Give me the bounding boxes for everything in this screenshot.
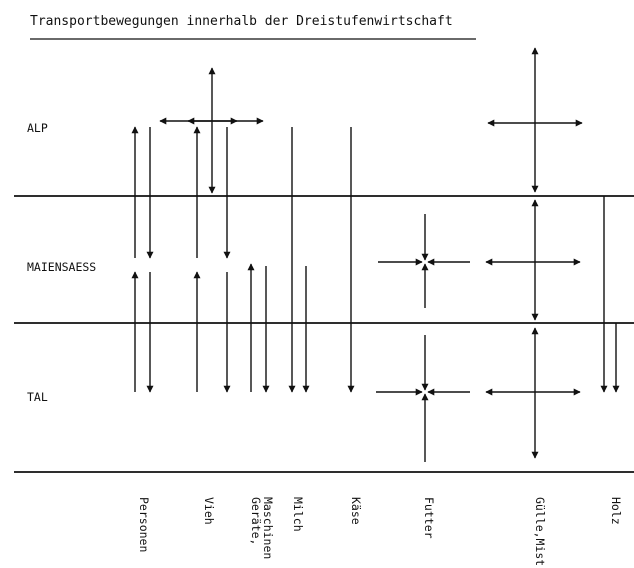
column-label-milch: Milch: [291, 497, 305, 532]
column-label-futter-line: Futter: [422, 497, 436, 539]
zone-label-alp: ALP: [27, 121, 48, 135]
column-guelle-arrows: [485, 47, 583, 459]
column-label-vieh-line: Vieh: [202, 497, 216, 525]
column-vieh-arrows: [159, 67, 264, 393]
column-label-kaese: Käse: [349, 497, 363, 525]
column-label-geraete-line-2: Maschinen: [261, 497, 275, 559]
column-holz-arrows: [600, 196, 620, 393]
column-label-personen: Personen: [137, 497, 151, 552]
column-personen-arrows: [131, 126, 154, 393]
column-label-geraete-line-1: Geräte,: [249, 497, 263, 545]
column-label-holz: Holz: [609, 497, 623, 525]
column-label-holz-line: Holz: [609, 497, 623, 525]
column-milch-arrows: [288, 127, 310, 393]
zone-label-maiensaess: MAIENSAESS: [27, 260, 96, 274]
column-label-guelle: Gülle,Mist: [533, 497, 547, 566]
column-label-kaese-line: Käse: [349, 497, 363, 525]
column-geraete-arrows: [247, 263, 270, 393]
diagram-title: Transportbewegungen innerhalb der Dreist…: [30, 14, 453, 29]
column-label-milch-line: Milch: [291, 497, 305, 532]
column-label-futter: Futter: [422, 497, 436, 539]
column-futter-arrows: [376, 214, 470, 462]
column-label-vieh: Vieh: [202, 497, 216, 525]
column-label-personen-line: Personen: [137, 497, 151, 552]
column-label-guelle-line: Gülle,Mist: [533, 497, 547, 566]
column-label-geraete: Geräte,Maschinen: [249, 497, 275, 559]
zone-label-tal: TAL: [27, 390, 48, 404]
